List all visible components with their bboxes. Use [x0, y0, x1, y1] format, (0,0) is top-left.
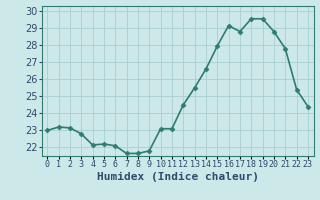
X-axis label: Humidex (Indice chaleur): Humidex (Indice chaleur) — [97, 172, 259, 182]
